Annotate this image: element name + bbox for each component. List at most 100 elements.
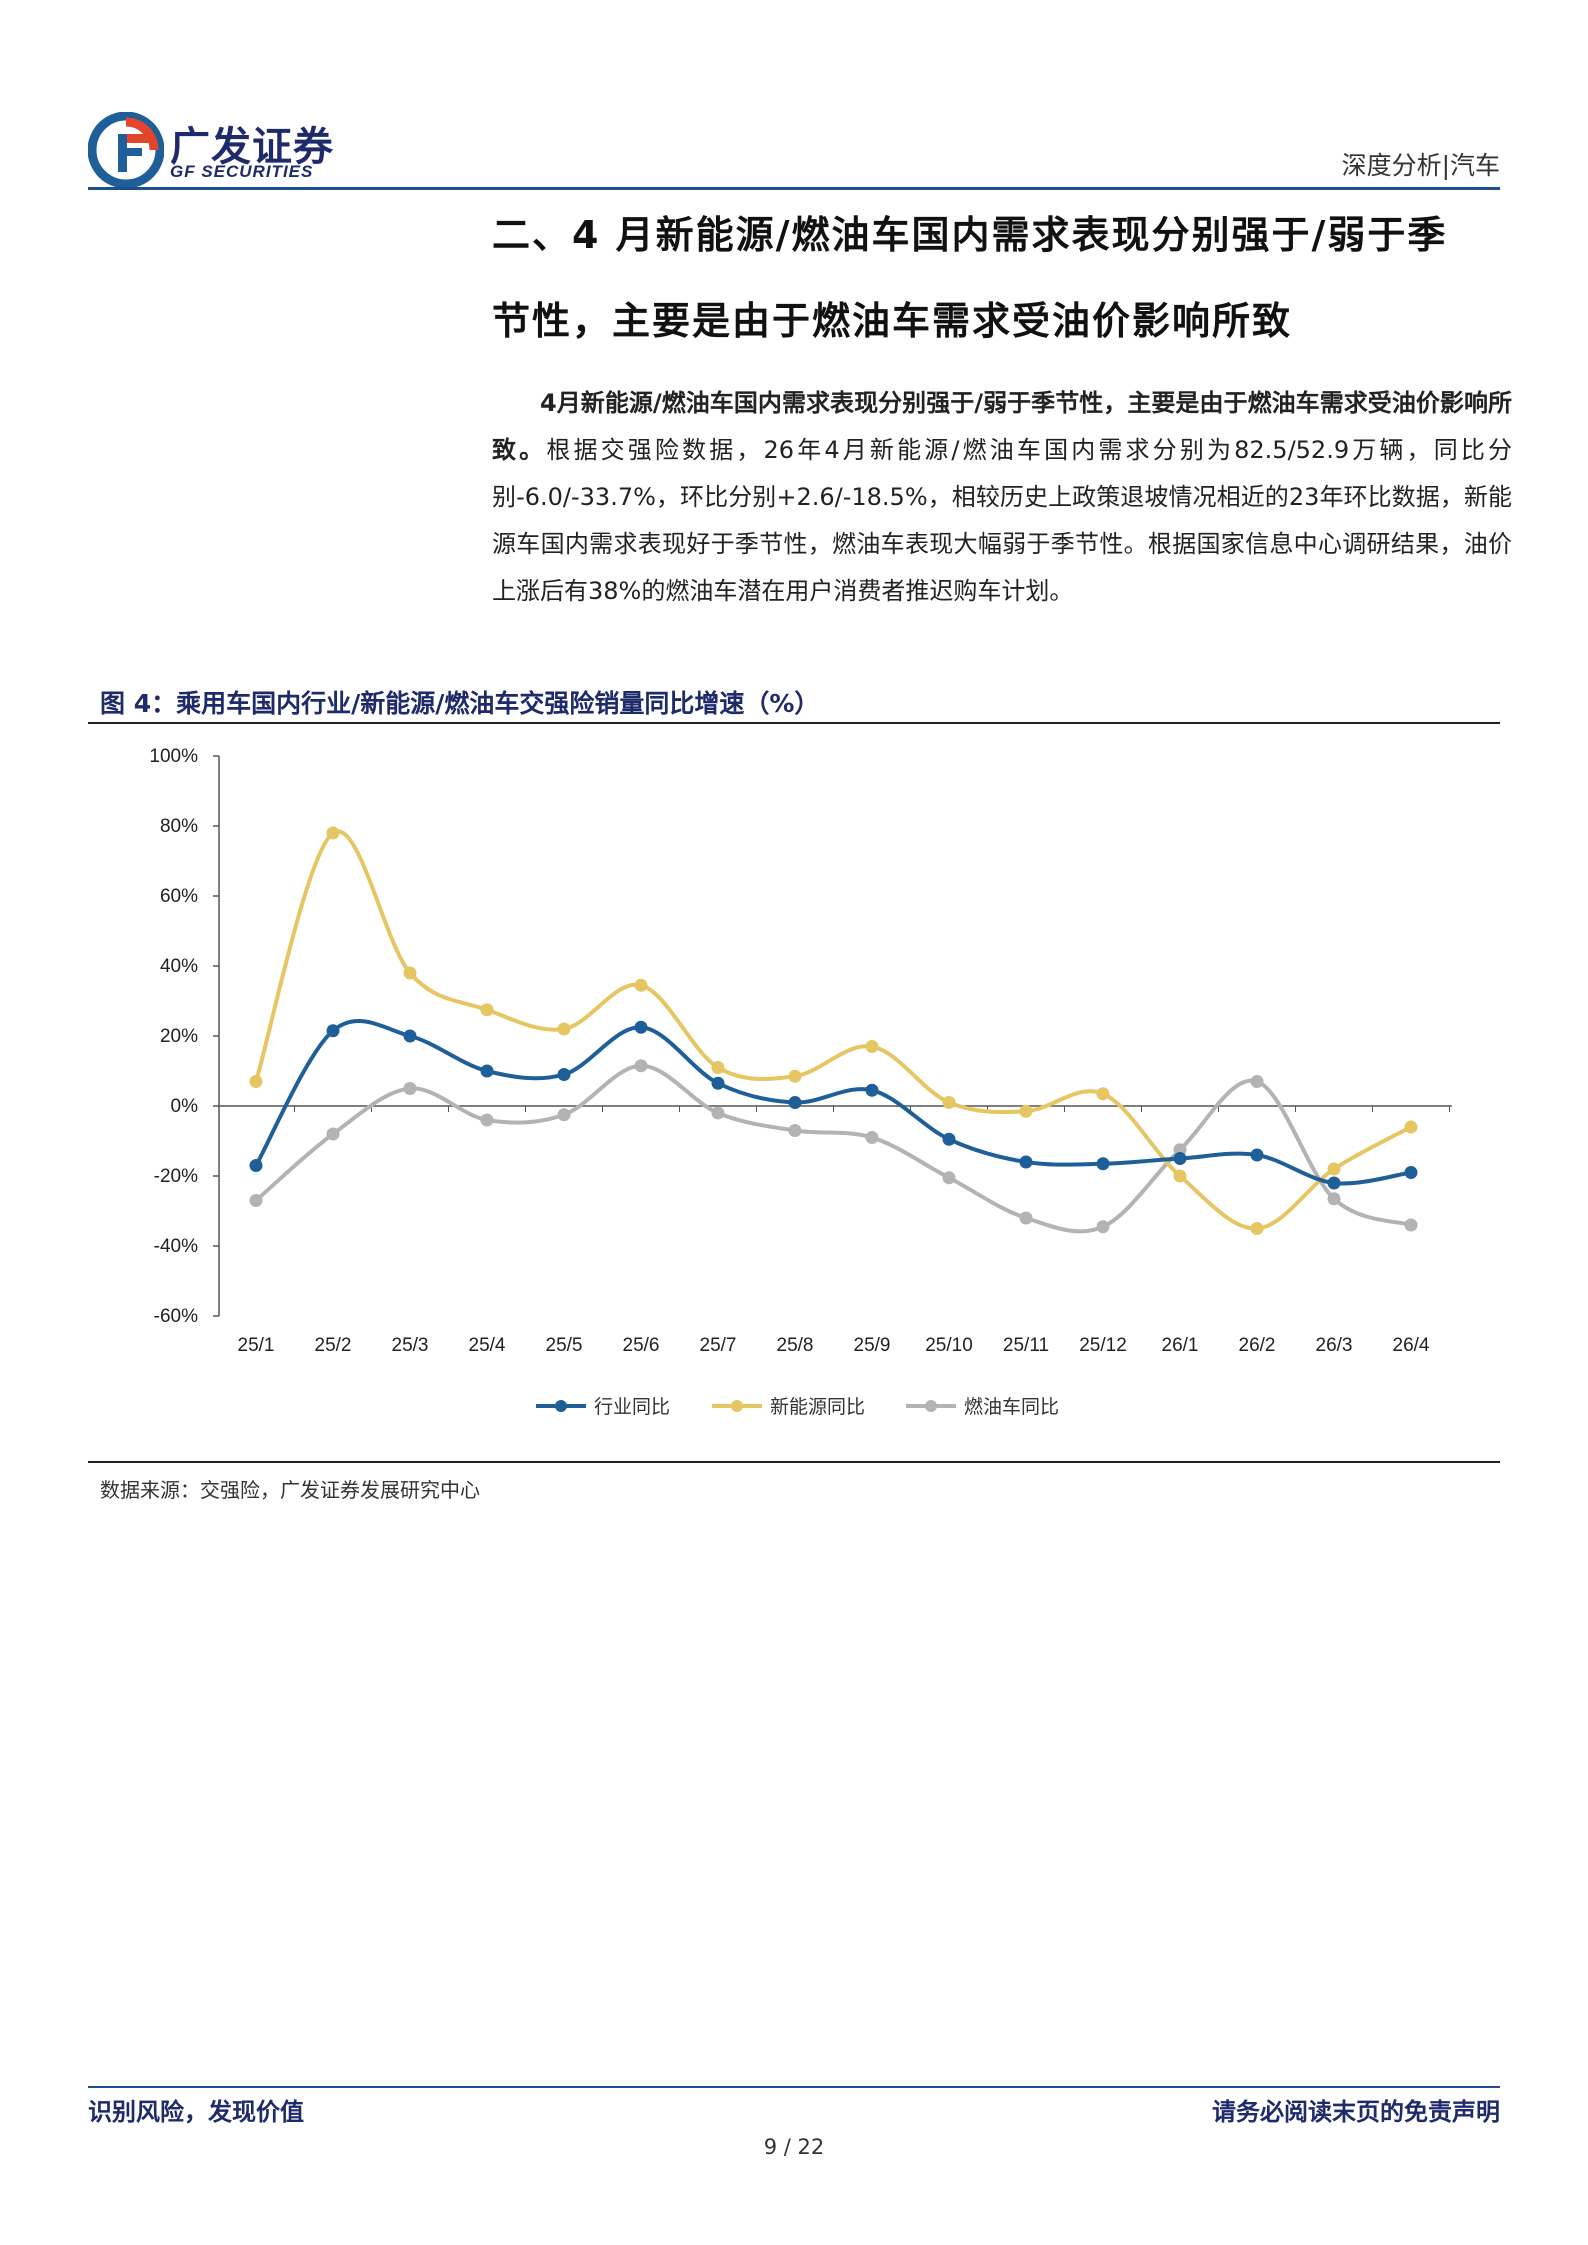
legend-label: 行业同比 bbox=[594, 1396, 670, 1418]
data-point bbox=[711, 1061, 725, 1074]
x-tick-label: 25/12 bbox=[1079, 1335, 1127, 1356]
data-point bbox=[788, 1069, 802, 1083]
x-tick-label: 25/2 bbox=[315, 1335, 352, 1356]
data-point bbox=[942, 1132, 956, 1146]
data-point bbox=[1173, 1169, 1187, 1183]
legend-swatch-marker bbox=[925, 1400, 937, 1412]
x-tick-label: 26/1 bbox=[1162, 1335, 1199, 1356]
x-tick-label: 25/10 bbox=[925, 1335, 973, 1356]
chart-series bbox=[249, 826, 1418, 1235]
x-tick-label: 25/3 bbox=[392, 1335, 429, 1356]
y-tick-label: 20% bbox=[160, 1026, 198, 1047]
header-divider bbox=[88, 187, 1500, 190]
x-tick-label: 25/8 bbox=[777, 1335, 814, 1356]
data-point bbox=[249, 1075, 263, 1088]
logo-chinese-name: 广发证券 bbox=[170, 124, 334, 170]
data-point bbox=[1096, 1157, 1110, 1171]
x-tick-label: 25/11 bbox=[1003, 1335, 1049, 1356]
data-point bbox=[1327, 1162, 1341, 1176]
data-point bbox=[711, 1076, 725, 1090]
y-tick-label: 80% bbox=[160, 816, 198, 837]
data-point bbox=[634, 978, 648, 992]
page-number: 9 / 22 bbox=[763, 2135, 825, 2159]
footer-disclaimer-link[interactable]: 请务必阅读末页的免责声明 bbox=[1212, 2098, 1500, 2126]
logo-english-name: GF SECURITIES bbox=[170, 162, 314, 181]
legend-label: 新能源同比 bbox=[770, 1396, 865, 1418]
x-tick-label: 25/1 bbox=[238, 1335, 275, 1356]
data-point bbox=[326, 1127, 340, 1141]
y-tick-label: -60% bbox=[154, 1306, 198, 1327]
y-tick-label: 100% bbox=[149, 746, 198, 767]
y-tick-label: 0% bbox=[171, 1096, 199, 1117]
data-point bbox=[788, 1124, 802, 1137]
chart-axes: 100% 80% 60% 40% 20% 0% -20% -40% -60% 25/1 25/2 25… bbox=[149, 746, 1452, 1356]
paragraph-text: 根据交强险数据，26年4月新能源/燃油车国内需求分别为82.5/52.9万辆，同… bbox=[492, 436, 1513, 605]
data-point bbox=[942, 1096, 956, 1109]
body-paragraph: 4月新能源/燃油车国内需求表现分别强于/弱于季节性，主要是由于燃油车需求受油价影… bbox=[492, 380, 1512, 615]
data-point bbox=[1173, 1152, 1187, 1165]
figure-bottom-rule bbox=[88, 1461, 1500, 1463]
x-tick-label: 25/7 bbox=[700, 1335, 737, 1356]
data-point bbox=[1404, 1120, 1418, 1134]
data-point bbox=[249, 1194, 263, 1207]
gf-logo-icon bbox=[88, 112, 164, 188]
data-point bbox=[634, 1059, 648, 1073]
data-point bbox=[249, 1159, 263, 1172]
data-point bbox=[403, 966, 417, 980]
data-point bbox=[1404, 1166, 1418, 1179]
data-point bbox=[1019, 1211, 1033, 1225]
data-source: 数据来源：交强险，广发证券发展研究中心 bbox=[100, 1478, 480, 1502]
data-point bbox=[634, 1020, 648, 1034]
data-point bbox=[1173, 1143, 1187, 1157]
data-point bbox=[1019, 1155, 1033, 1169]
y-tick-label: 40% bbox=[160, 956, 198, 977]
x-tick-label: 25/4 bbox=[469, 1335, 506, 1356]
series-1 bbox=[249, 826, 1418, 1235]
paragraph-lead: 4月新能源/燃油车国内需求表现分别强于/弱于季节性，主要是由于燃油车需求受油价影… bbox=[492, 389, 1512, 464]
data-point bbox=[1327, 1192, 1341, 1206]
company-logo: 广发证券 GF SECURITIES bbox=[88, 112, 348, 188]
series-line bbox=[254, 829, 1412, 1231]
figure-caption: 图 4：乘用车国内行业/新能源/燃油车交强险销量同比增速（%） bbox=[100, 689, 820, 718]
data-point bbox=[1250, 1222, 1264, 1235]
y-tick-label: -20% bbox=[154, 1166, 198, 1187]
section-title-line-2: 节性，主要是由于燃油车需求受油价影响所致 bbox=[492, 299, 1293, 343]
data-point bbox=[865, 1131, 879, 1144]
x-tick-label: 26/2 bbox=[1239, 1335, 1276, 1356]
series-0 bbox=[249, 1019, 1418, 1190]
series-line bbox=[254, 1063, 1412, 1234]
data-point bbox=[1404, 1218, 1418, 1232]
data-point bbox=[1250, 1148, 1264, 1162]
figure-top-rule bbox=[88, 722, 1500, 724]
series-line bbox=[254, 1019, 1412, 1186]
data-point bbox=[1327, 1176, 1341, 1190]
data-point bbox=[403, 1029, 417, 1043]
legend-swatch-marker bbox=[731, 1400, 743, 1412]
chart-legend: 行业同比 新能源同比 燃油车同比 bbox=[536, 1396, 1059, 1418]
series-2 bbox=[249, 1059, 1418, 1234]
data-point bbox=[942, 1171, 956, 1185]
x-tick-label: 25/6 bbox=[623, 1335, 660, 1356]
data-point bbox=[557, 1108, 571, 1122]
data-point bbox=[788, 1096, 802, 1109]
data-point bbox=[711, 1106, 725, 1120]
legend-label: 燃油车同比 bbox=[964, 1396, 1059, 1418]
data-point bbox=[403, 1082, 417, 1095]
x-tick-label: 25/5 bbox=[546, 1335, 583, 1356]
legend-swatch-marker bbox=[555, 1400, 567, 1412]
data-point bbox=[480, 1064, 494, 1078]
data-point bbox=[1019, 1104, 1033, 1118]
data-point bbox=[480, 1113, 494, 1127]
data-point bbox=[1250, 1075, 1264, 1088]
report-category: 深度分析|汽车 bbox=[1341, 151, 1500, 180]
footer-divider bbox=[88, 2086, 1500, 2088]
data-point bbox=[557, 1068, 571, 1081]
y-tick-label: 60% bbox=[160, 886, 198, 907]
x-tick-label: 26/3 bbox=[1316, 1335, 1353, 1356]
data-point bbox=[865, 1083, 879, 1097]
footer-slogan: 识别风险，发现价值 bbox=[88, 2098, 304, 2126]
data-point bbox=[557, 1022, 571, 1036]
data-point bbox=[1096, 1220, 1110, 1234]
data-point bbox=[865, 1040, 879, 1053]
data-point bbox=[480, 1003, 494, 1017]
